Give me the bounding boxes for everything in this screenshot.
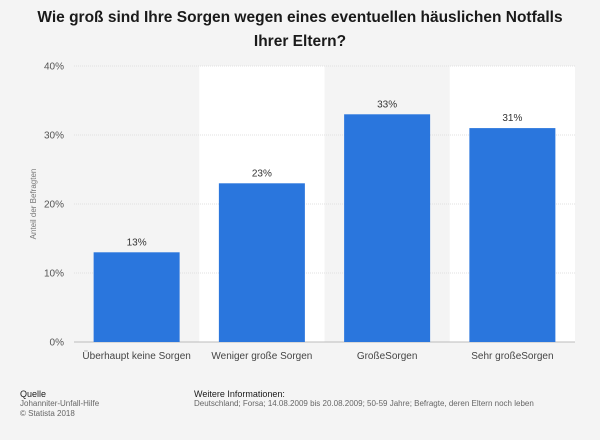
- x-tick-label: Sehr großeSorgen: [471, 351, 553, 362]
- bar: [469, 128, 556, 342]
- info-text: Deutschland; Forsa; 14.08.2009 bis 20.08…: [194, 399, 534, 408]
- x-axis-ticks: Überhaupt keine Sorgen Weniger große Sorg…: [82, 350, 553, 362]
- bars: 13% 23% 33% 31%: [93, 99, 556, 342]
- y-axis-label: Anteil der Befragten: [29, 169, 38, 240]
- bar-value-label: 23%: [252, 168, 272, 179]
- y-tick-label: 40%: [44, 62, 64, 73]
- info-heading: Weitere Informationen:: [194, 389, 285, 399]
- y-tick-label: 0%: [50, 338, 65, 349]
- source-block: Quelle Johanniter-Unfall-Hilfe © Statist…: [20, 389, 99, 419]
- y-tick-label: 30%: [44, 131, 64, 142]
- info-block: Weitere Informationen: Deutschland; Fors…: [194, 389, 534, 409]
- chart-title-line-1: Wie groß sind Ihre Sorgen wegen eines ev…: [37, 9, 563, 26]
- chart-title: Wie groß sind Ihre Sorgen wegen eines ev…: [20, 6, 580, 54]
- bar: [93, 252, 180, 342]
- bar-value-label: 31%: [502, 113, 522, 124]
- bar-value-label: 33%: [377, 99, 397, 110]
- bar-chart: 13% 23% 33% 31% 0% 10% 20% 30% 40% Überhaupt ke…: [29, 62, 575, 362]
- chart-title-line-2: Ihrer Eltern?: [253, 33, 347, 50]
- bar: [344, 114, 431, 342]
- bar: [218, 183, 305, 342]
- x-tick-label: GroßeSorgen: [357, 351, 418, 362]
- copyright-line: © Statista 2018: [20, 409, 75, 418]
- y-tick-label: 20%: [44, 200, 64, 211]
- source-line: Johanniter-Unfall-Hilfe: [20, 399, 100, 408]
- y-axis-ticks: 0% 10% 20% 30% 40%: [44, 62, 64, 349]
- x-tick-label: Überhaupt keine Sorgen: [82, 350, 190, 362]
- x-tick-label: Weniger große Sorgen: [211, 351, 312, 362]
- source-heading: Quelle: [20, 389, 47, 399]
- y-tick-label: 10%: [44, 269, 64, 280]
- bar-value-label: 13%: [127, 237, 147, 248]
